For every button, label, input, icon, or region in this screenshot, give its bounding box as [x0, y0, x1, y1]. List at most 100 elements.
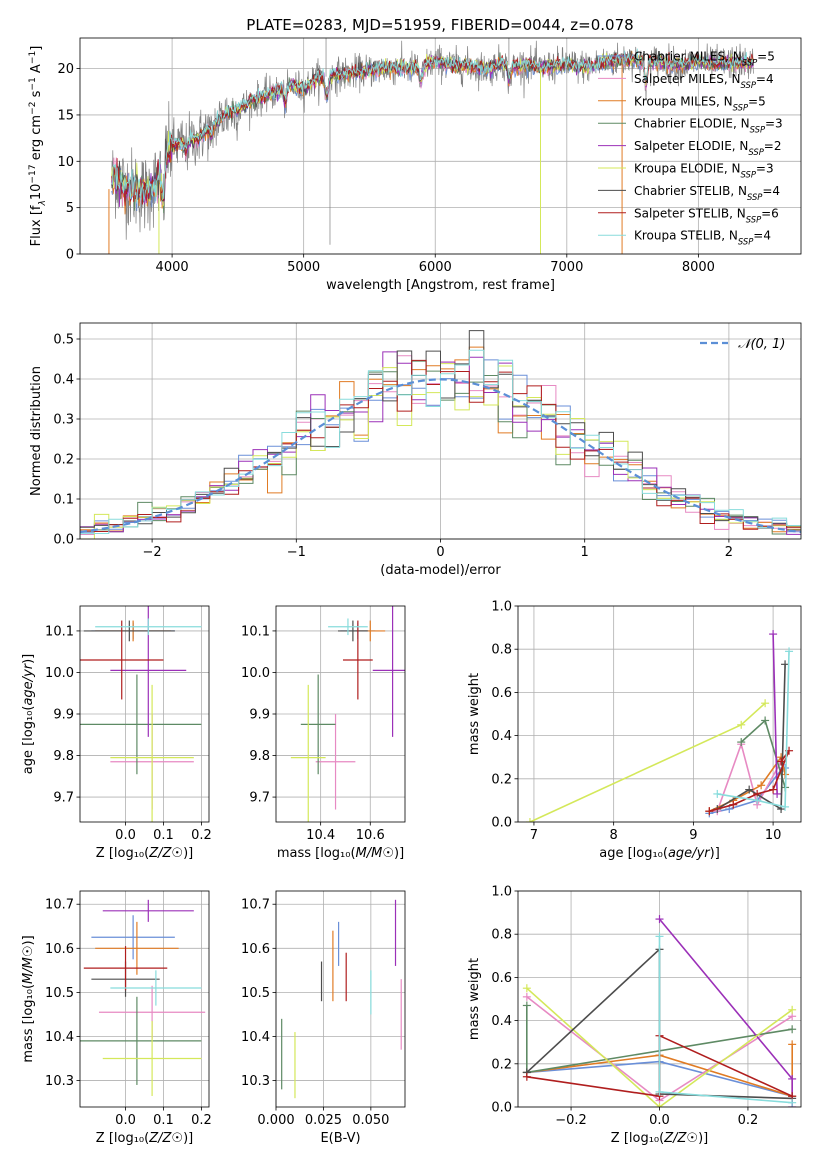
axes-frame	[79, 37, 802, 255]
axes-mass-age: 10.4 10.6 9.7 9.8 9.9 10.0 10.1 mass [log₁₀(M/M…	[241, 605, 406, 861]
tick-label-y: 10.1	[45, 624, 74, 639]
errorbar-point-chabrier_stelib	[338, 620, 368, 642]
x-axis-label-part: )	[183, 1131, 188, 1146]
plot-area	[108, 38, 754, 254]
errorbar-point-kroupa_elodie	[110, 684, 194, 822]
legend-entry-label: Chabrier ELODIE, N	[634, 117, 750, 131]
axes-weights-z: −0.2 0.0 0.2 0.0 0.2 0.4 0.6 0.8 1.0 Z [log₁₀(Z/Z…	[467, 885, 802, 1146]
weight-marker-kroupa_elodie	[761, 699, 770, 708]
y-axis-label-part: M/M☉	[21, 945, 36, 983]
weight-marker-kroupa_elodie	[737, 720, 746, 729]
y-axis-label-part: A	[29, 64, 44, 77]
tick-label-y: 0.0	[491, 816, 512, 831]
x-axis-label: age [log₁₀(age/yr)]	[599, 846, 720, 861]
tick-label-y: 0.8	[491, 928, 512, 943]
x-axis-label-part: )	[394, 846, 399, 861]
tick-label-x: 0	[436, 545, 444, 560]
tick-label-y: 0.0	[491, 1101, 512, 1116]
weight-marker-chabrier_stelib	[745, 785, 754, 794]
tick-label-x: −1	[287, 545, 306, 560]
y-axis-label-part: −1	[28, 51, 38, 64]
legend-entry: Chabrier ELODIE, NSSP=3	[634, 117, 783, 135]
errorbar-point-chabrier_miles	[91, 915, 175, 960]
tick-label-x: 0.050	[352, 1113, 389, 1128]
grid	[276, 606, 405, 822]
tick-label-y: 0.2	[491, 772, 512, 787]
errorbar-point-kroupa_stelib	[328, 618, 368, 636]
legend-entry-sub: SSP	[747, 192, 763, 202]
tick-label-x: 0.2	[738, 1113, 759, 1128]
axes-weights-age: 7 8 9 10 0.0 0.2 0.4 0.6 0.8 1.0 age [log₁₀(age/yr…	[467, 600, 802, 861]
tick-label-y: 0.4	[491, 1014, 512, 1029]
tick-label-y: 10.5	[241, 986, 270, 1001]
tick-label-y: 0.8	[491, 643, 512, 658]
tick-label-y: 10.3	[241, 1074, 270, 1089]
weight-marker-chabrier_elodie	[522, 1001, 531, 1010]
weight-line-chabrier_stelib	[716, 664, 786, 811]
x-axis-label-part: wavelength [Angstrom, rest frame]	[326, 278, 555, 293]
tick-label-y: 10.6	[241, 942, 270, 957]
legend-entry-label: Salpeter ELODIE, N	[634, 139, 748, 153]
legend-entry-count: =3	[756, 162, 774, 176]
weight-line-kroupa_stelib	[717, 651, 790, 808]
tick-label-x: 10.4	[306, 828, 335, 843]
axes-frame	[79, 605, 210, 823]
tick-label-y: 10.0	[241, 666, 270, 681]
tick-label-y: 10.4	[45, 1030, 74, 1045]
legend-entry-sub: SSP	[741, 80, 757, 90]
tick-label-x: 0.000	[257, 1113, 294, 1128]
tick-label-x: 0.2	[191, 828, 212, 843]
errorbar-point-kroupa_elodie	[102, 1021, 202, 1096]
x-axis-label-part: M/M☉	[356, 846, 394, 861]
plot-area	[80, 899, 206, 1096]
y-axis-label-part: age/yr	[21, 662, 36, 705]
y-axis-label: age [log₁₀(age/yr)]	[21, 654, 36, 775]
legend-entry: Chabrier STELIB, NSSP=4	[634, 184, 780, 202]
weight-marker-chabrier_elodie	[788, 1025, 797, 1034]
legend-entry-label: Salpeter STELIB, N	[634, 206, 746, 220]
tick-label-y: 0.2	[53, 453, 74, 468]
tick-label-x: −0.2	[555, 1113, 587, 1128]
weight-marker-kroupa_stelib	[753, 796, 762, 805]
weight-line-salpeter_stelib	[709, 750, 790, 812]
x-axis-label: Z [log₁₀(Z/Z☉)]	[96, 1131, 193, 1146]
y-axis-label-part: −2	[28, 102, 38, 115]
weight-marker-chabrier_elodie	[737, 738, 746, 747]
tick-label-y: 0.3	[53, 413, 74, 428]
legend-entry-sub: SSP	[741, 170, 757, 180]
legend-entry-label: Kroupa ELODIE, N	[634, 162, 741, 176]
weight-marker-salpeter_miles	[522, 992, 531, 1001]
tick-label-y: 9.8	[53, 749, 74, 764]
x-axis-label-part: )	[710, 846, 715, 861]
errorbar-point-kroupa_stelib	[95, 618, 202, 636]
weight-marker-kroupa_elodie	[655, 1103, 664, 1107]
tick-label-y: 9.8	[249, 749, 270, 764]
tick-label-y: 0	[66, 248, 74, 263]
weight-marker-salpeter_elodie	[655, 915, 664, 924]
tick-label-x: 0.025	[305, 1113, 342, 1128]
weight-marker-salpeter_stelib	[777, 757, 786, 766]
tick-label-y: 0.2	[491, 1057, 512, 1072]
legend-entry-count: =5	[757, 50, 775, 64]
legend-entry: Salpeter STELIB, NSSP=6	[634, 206, 779, 224]
tick-label-y: 20	[57, 62, 74, 77]
errorbar-point-salpeter_stelib	[80, 620, 164, 700]
x-axis-label-part: mass [log₁₀(	[277, 846, 356, 861]
tick-label-y: 10.0	[45, 666, 74, 681]
x-axis-label: E(B-V)	[320, 1131, 360, 1146]
tick-label-y: 10.1	[241, 624, 270, 639]
axes-frame	[79, 890, 210, 1108]
figure-title: PLATE=0283, MJD=51959, FIBERID=0044, z=0…	[246, 16, 633, 34]
weight-marker-salpeter_elodie	[773, 789, 782, 798]
plot-area	[80, 330, 801, 539]
plot-background	[80, 891, 209, 1107]
weight-marker-chabrier_stelib	[781, 660, 790, 669]
x-axis-label-part: ]	[188, 846, 193, 861]
y-axis-label-part: age [log₁₀(	[21, 706, 36, 775]
legend-entry-count: =5	[748, 94, 766, 108]
tick-label-y: 9.9	[249, 708, 270, 723]
weight-marker-kroupa_elodie	[522, 984, 531, 993]
tick-label-x: 7	[530, 828, 538, 843]
